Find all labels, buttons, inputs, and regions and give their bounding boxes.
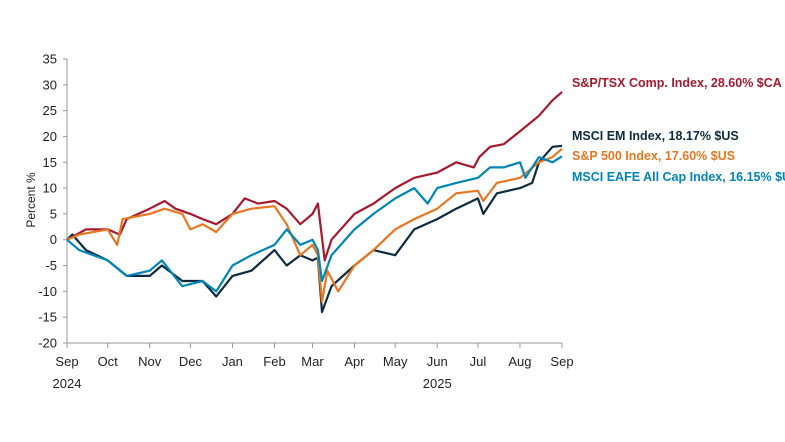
y-tick-label: 30: [43, 77, 57, 92]
x-tick-label: Feb: [263, 354, 285, 369]
y-tick-label: 10: [43, 181, 57, 196]
y-tick-label: 35: [43, 52, 57, 67]
y-tick-label: 5: [50, 206, 57, 221]
y-tick-label: 15: [43, 155, 57, 170]
x-tick-label: Aug: [508, 354, 531, 369]
series-line-2: [66, 147, 563, 303]
y-tick-label: -15: [38, 310, 57, 325]
y-tick-label: -10: [38, 284, 57, 299]
legend-label-0: S&P/TSX Comp. Index, 28.60% $CA: [572, 76, 782, 90]
y-tick-label: -5: [45, 258, 57, 273]
y-tick-label: -20: [38, 336, 57, 351]
x-tick-label: Dec: [179, 354, 203, 369]
x-tick-label: Jun: [427, 354, 448, 369]
y-tick-label: 20: [43, 129, 57, 144]
x-tick-label: Nov: [138, 354, 162, 369]
series-line-0: [66, 91, 563, 262]
legend-label-2: S&P 500 Index, 17.60% $US: [572, 149, 735, 163]
legend-label-3: MSCI EAFE All Cap Index, 16.15% $US: [572, 170, 785, 184]
x-year-label: 2024: [53, 376, 82, 391]
y-tick-label: 25: [43, 103, 57, 118]
x-tick-label: Jul: [470, 354, 487, 369]
y-tick-label: 0: [50, 232, 57, 247]
series-line-3: [66, 155, 563, 293]
x-tick-label: Oct: [98, 354, 119, 369]
x-tick-label: Jan: [222, 354, 243, 369]
x-tick-label: Mar: [301, 354, 324, 369]
y-axis-label: Percent %: [24, 172, 38, 228]
x-tick-label: Apr: [344, 354, 365, 369]
x-tick-label: Sep: [550, 354, 573, 369]
legend-label-1: MSCI EM Index, 18.17% $US: [572, 129, 739, 143]
x-tick-label: Sep: [55, 354, 78, 369]
x-tick-label: May: [383, 354, 408, 369]
x-year-label: 2025: [423, 376, 452, 391]
